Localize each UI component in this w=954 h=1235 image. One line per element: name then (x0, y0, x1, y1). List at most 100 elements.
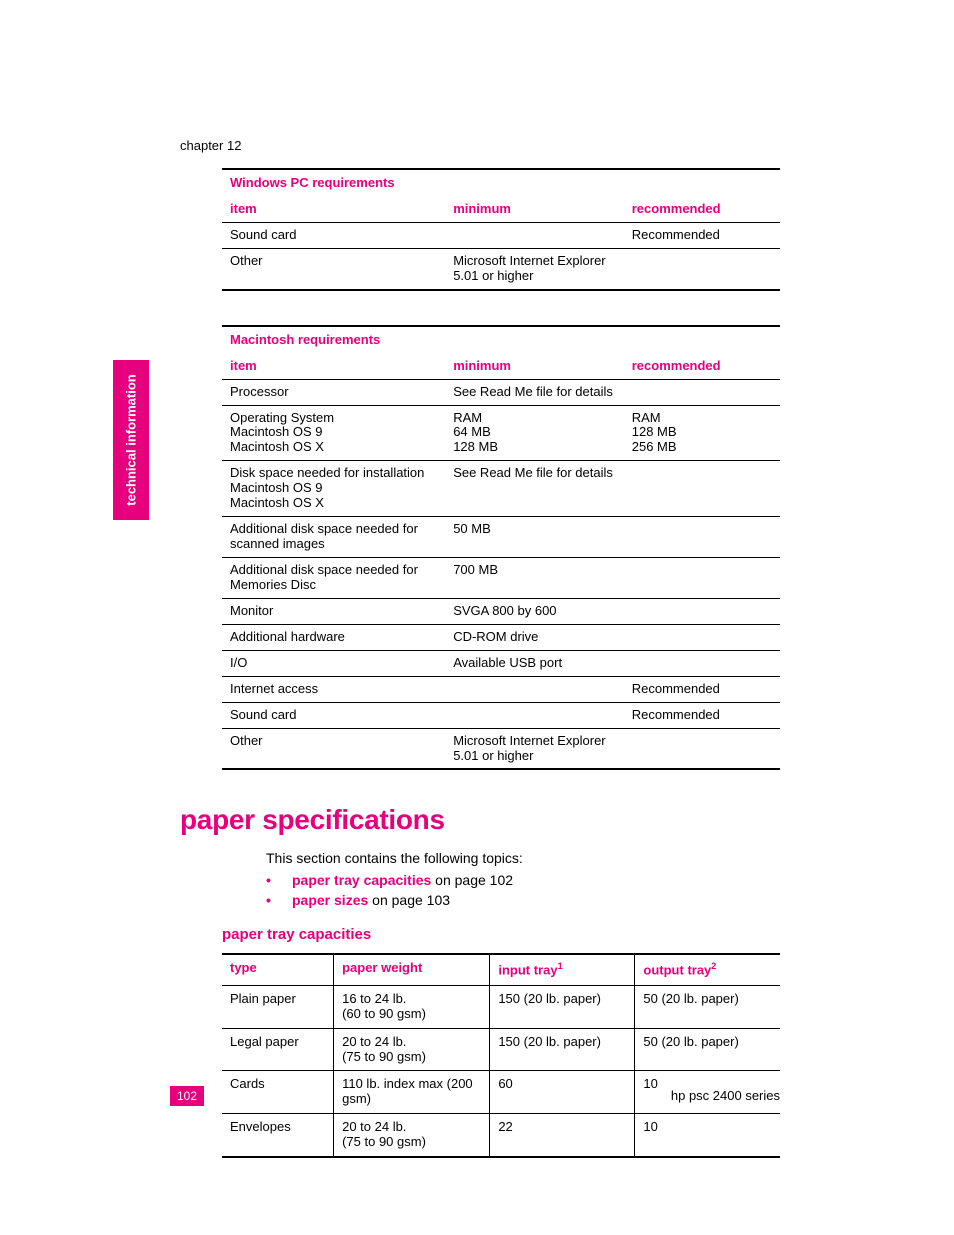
table-row: I/OAvailable USB port (222, 650, 780, 676)
table-cell: RAM128 MB256 MB (624, 405, 780, 461)
table-cell: Microsoft Internet Explorer 5.01 or high… (445, 248, 624, 289)
paper-tray-capacities-table: typepaper weightinput tray1output tray2 … (222, 953, 780, 1158)
table-row: Additional disk space needed for scanned… (222, 517, 780, 558)
table-row: MonitorSVGA 800 by 600 (222, 598, 780, 624)
table-row: OtherMicrosoft Internet Explorer 5.01 or… (222, 728, 780, 769)
page-number-badge: 102 (170, 1086, 204, 1106)
table-row: Additional disk space needed for Memorie… (222, 558, 780, 599)
table-cell: See Read Me file for details (445, 379, 624, 405)
table-cell: Other (222, 728, 445, 769)
table-cell: SVGA 800 by 600 (445, 598, 624, 624)
table-cell: 150 (20 lb. paper) (490, 985, 635, 1028)
table-cell: See Read Me file for details (445, 461, 624, 517)
table-cell (624, 650, 780, 676)
table-cell: 50 (20 lb. paper) (635, 1028, 780, 1071)
table-cell: 700 MB (445, 558, 624, 599)
table-cell: 50 MB (445, 517, 624, 558)
table-cell: Sound card (222, 702, 445, 728)
table-cell (445, 676, 624, 702)
table-row: Disk space needed for installationMacint… (222, 461, 780, 517)
table-cell (624, 379, 780, 405)
table-cell: 20 to 24 lb.(75 to 90 gsm) (334, 1028, 490, 1071)
table-row: Plain paper16 to 24 lb.(60 to 90 gsm)150… (222, 985, 780, 1028)
table-row: Sound card Recommended (222, 222, 780, 248)
table-row: Sound card Recommended (222, 702, 780, 728)
table-cell: 60 (490, 1071, 635, 1114)
table-cell (624, 248, 780, 289)
table-cell (445, 702, 624, 728)
table-cell: Sound card (222, 222, 445, 248)
table-cell: 150 (20 lb. paper) (490, 1028, 635, 1071)
table-cell: Additional disk space needed for Memorie… (222, 558, 445, 599)
intro-text: This section contains the following topi… (266, 850, 774, 866)
macintosh-requirements-table: Macintosh requirements itemminimumrecomm… (222, 325, 780, 771)
column-header: minimum (445, 197, 624, 222)
table-cell (624, 461, 780, 517)
table-cell (445, 222, 624, 248)
bullet-text: paper sizes on page 103 (292, 892, 450, 908)
table-cell: 16 to 24 lb.(60 to 90 gsm) (334, 985, 490, 1028)
table-cell: 20 to 24 lb.(75 to 90 gsm) (334, 1114, 490, 1157)
table-row: Internet access Recommended (222, 676, 780, 702)
column-header: type (222, 954, 334, 985)
table-cell: 10 (635, 1114, 780, 1157)
table-cell: Processor (222, 379, 445, 405)
table-cell: CD-ROM drive (445, 624, 624, 650)
table-row: Operating SystemMacintosh OS 9Macintosh … (222, 405, 780, 461)
table-cell (624, 598, 780, 624)
table-cell: Additional hardware (222, 624, 445, 650)
table-cell: 50 (20 lb. paper) (635, 985, 780, 1028)
bullet-text: paper tray capacities on page 102 (292, 872, 513, 888)
table-cell: Other (222, 248, 445, 289)
table-row: Envelopes20 to 24 lb.(75 to 90 gsm)2210 (222, 1114, 780, 1157)
table-cell: Additional disk space needed for scanned… (222, 517, 445, 558)
table-cell (624, 517, 780, 558)
table-cell: Recommended (624, 676, 780, 702)
bullet-dot-icon: • (266, 892, 292, 908)
table-cell: Cards (222, 1071, 334, 1114)
table-cell: Internet access (222, 676, 445, 702)
table-row: Additional hardwareCD-ROM drive (222, 624, 780, 650)
table-cell: Legal paper (222, 1028, 334, 1071)
table-cell: Plain paper (222, 985, 334, 1028)
bullet-item: •paper sizes on page 103 (266, 892, 774, 908)
table-cell: Envelopes (222, 1114, 334, 1157)
table-cell: RAM64 MB128 MB (445, 405, 624, 461)
table-cell: Microsoft Internet Explorer 5.01 or high… (445, 728, 624, 769)
table-cell: Monitor (222, 598, 445, 624)
windows-requirements-table: Windows PC requirements itemminimumrecom… (222, 168, 780, 291)
product-name: hp psc 2400 series (671, 1088, 780, 1103)
cross-reference-link[interactable]: paper tray capacities (292, 872, 431, 888)
section-heading: paper specifications (180, 804, 774, 836)
bullet-item: •paper tray capacities on page 102 (266, 872, 774, 888)
table-cell: Available USB port (445, 650, 624, 676)
subheading: paper tray capacities (222, 926, 774, 943)
cross-reference-link[interactable]: paper sizes (292, 892, 368, 908)
column-header: recommended (624, 197, 780, 222)
column-header: paper weight (334, 954, 490, 985)
topic-bullets: •paper tray capacities on page 102•paper… (266, 872, 774, 908)
column-header: minimum (445, 354, 624, 379)
table-cell: 110 lb. index max (200 gsm) (334, 1071, 490, 1114)
table-cell: Recommended (624, 222, 780, 248)
table-row: OtherMicrosoft Internet Explorer 5.01 or… (222, 248, 780, 289)
table-cell: Operating SystemMacintosh OS 9Macintosh … (222, 405, 445, 461)
table-cell: Recommended (624, 702, 780, 728)
table-cell: 22 (490, 1114, 635, 1157)
table2-title: Macintosh requirements (222, 326, 445, 354)
column-header: item (222, 354, 445, 379)
table-cell: I/O (222, 650, 445, 676)
table-row: ProcessorSee Read Me file for details (222, 379, 780, 405)
table-cell: Disk space needed for installationMacint… (222, 461, 445, 517)
table-cell (624, 624, 780, 650)
column-header: item (222, 197, 445, 222)
column-header: input tray1 (490, 954, 635, 985)
table-cell (624, 728, 780, 769)
column-header: output tray2 (635, 954, 780, 985)
chapter-label: chapter 12 (180, 138, 241, 153)
bullet-dot-icon: • (266, 872, 292, 888)
table1-title: Windows PC requirements (222, 169, 445, 197)
table-row: Legal paper20 to 24 lb.(75 to 90 gsm)150… (222, 1028, 780, 1071)
table-cell (624, 558, 780, 599)
column-header: recommended (624, 354, 780, 379)
